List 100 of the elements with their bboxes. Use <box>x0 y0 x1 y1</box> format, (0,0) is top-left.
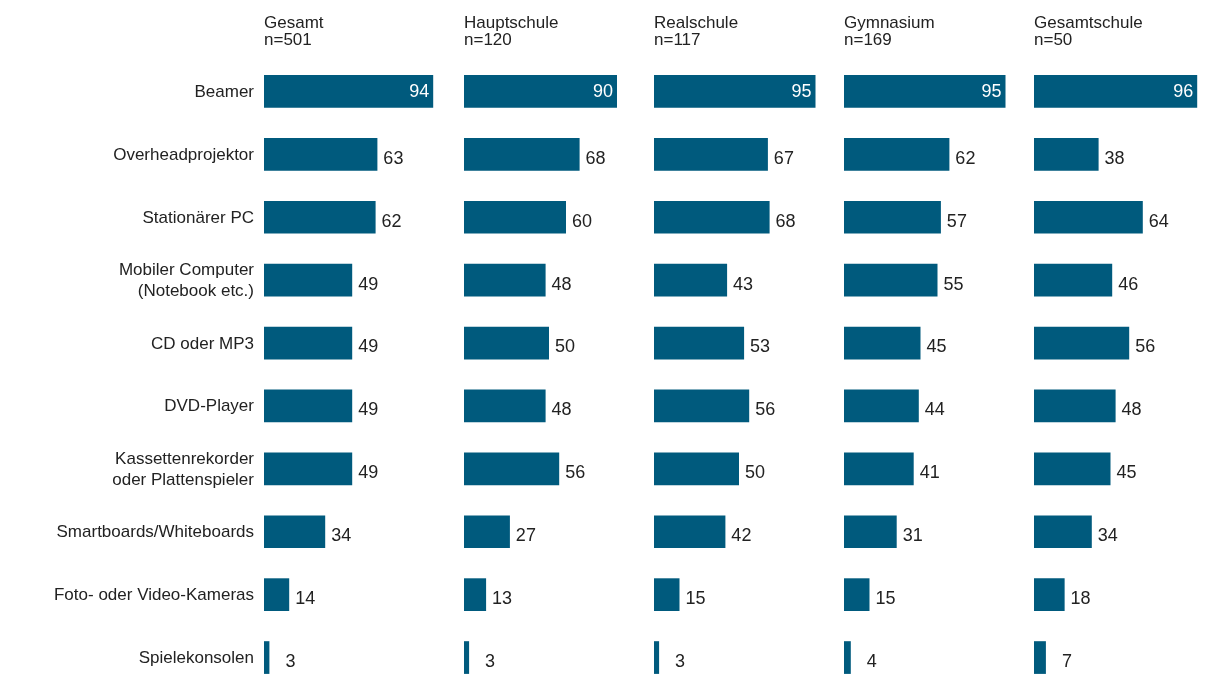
data-label: 68 <box>585 147 606 168</box>
y-tick-label: Beamer <box>194 81 255 101</box>
bar <box>654 200 770 234</box>
data-label: 45 <box>926 336 947 357</box>
data-label: 44 <box>924 399 945 420</box>
bar <box>844 138 950 171</box>
data-label: 14 <box>295 588 316 608</box>
bar <box>1034 263 1113 297</box>
data-label: 3 <box>675 650 686 671</box>
bar <box>264 75 434 108</box>
chart-title: Gesamtschule <box>1034 13 1143 32</box>
data-label: 15 <box>875 588 896 608</box>
bar <box>1034 138 1099 171</box>
data-label: 18 <box>1070 588 1091 608</box>
data-label: 62 <box>381 210 402 231</box>
data-label: 64 <box>1148 210 1169 231</box>
bar <box>844 75 1006 108</box>
y-tick-label: Foto- oder Video-Kameras <box>53 585 254 605</box>
bar <box>1034 515 1092 549</box>
data-label: 43 <box>733 273 754 294</box>
data-label: 95 <box>791 81 812 102</box>
y-tick-label: Kassettenrekorder oder Plattenspieler <box>112 448 255 489</box>
bar <box>844 389 919 423</box>
data-label: 49 <box>358 336 379 357</box>
data-label: 96 <box>1173 81 1194 102</box>
bar <box>1034 641 1046 674</box>
y-tick-label: Overheadprojektor <box>113 144 255 164</box>
bar <box>264 515 326 549</box>
data-label: 53 <box>750 336 771 357</box>
data-label: 15 <box>685 588 706 608</box>
data-label: 57 <box>946 210 967 231</box>
chart-title: Gesamt <box>264 13 324 32</box>
bar <box>264 263 353 297</box>
bar <box>654 389 750 423</box>
data-label: 68 <box>775 210 796 231</box>
data-label: 60 <box>571 210 592 231</box>
data-label: 3 <box>285 650 296 671</box>
data-label: 49 <box>358 273 379 294</box>
bar <box>654 578 680 611</box>
bar <box>264 389 353 423</box>
bar <box>844 515 897 549</box>
data-label: 34 <box>1097 525 1118 546</box>
data-label: 31 <box>902 525 923 546</box>
data-label: 13 <box>492 588 513 608</box>
data-label: 48 <box>551 273 572 294</box>
bar <box>654 641 660 674</box>
bar <box>844 452 914 486</box>
bar <box>464 641 470 674</box>
bar <box>464 326 549 360</box>
y-tick-label: Smartboards/Whiteboards <box>56 522 254 542</box>
data-label: 56 <box>565 462 586 483</box>
data-label: 38 <box>1104 147 1125 168</box>
bar <box>654 515 726 549</box>
bar <box>844 200 941 234</box>
bar <box>1034 389 1116 423</box>
bar <box>1034 578 1065 611</box>
bar <box>654 263 728 297</box>
data-label: 42 <box>731 525 752 546</box>
data-label: 27 <box>515 525 536 546</box>
bar <box>844 263 938 297</box>
chart-subtitle: n=169 <box>844 30 892 49</box>
bar <box>464 263 546 297</box>
bar <box>464 452 560 486</box>
bar <box>654 452 739 486</box>
data-label: 67 <box>773 147 794 168</box>
chart-subtitle: n=117 <box>654 30 701 49</box>
data-label: 63 <box>383 147 404 168</box>
bar <box>264 578 290 611</box>
data-label: 94 <box>409 81 430 102</box>
data-label: 34 <box>331 525 352 546</box>
data-label: 49 <box>358 462 379 483</box>
y-tick-label: Spielekonsolen <box>138 648 254 668</box>
data-label: 49 <box>358 399 379 420</box>
bar <box>1034 452 1111 486</box>
bar <box>464 515 510 549</box>
bar <box>464 138 580 171</box>
bar <box>264 641 270 674</box>
bar <box>654 138 768 171</box>
data-label: 50 <box>744 462 765 483</box>
data-label: 90 <box>592 81 613 102</box>
data-label: 48 <box>1121 399 1142 420</box>
data-label: 46 <box>1118 273 1139 294</box>
bar <box>654 75 816 108</box>
bar <box>1034 75 1198 108</box>
bar <box>844 326 921 360</box>
bar <box>654 326 745 360</box>
bar <box>264 326 353 360</box>
chart-subtitle: n=501 <box>264 30 312 49</box>
data-label: 4 <box>866 650 877 671</box>
y-tick-label: Stationärer PC <box>142 207 254 227</box>
bar <box>464 200 566 234</box>
data-label: 56 <box>755 399 776 420</box>
bar <box>844 578 870 611</box>
chart-title: Realschule <box>654 13 739 32</box>
y-tick-label: DVD-Player <box>164 396 255 416</box>
chart-subtitle: n=120 <box>464 30 512 49</box>
bar <box>1034 326 1130 360</box>
data-label: 55 <box>943 273 964 294</box>
y-tick-label: Mobiler Computer (Notebook etc.) <box>118 260 255 301</box>
bar <box>264 452 353 486</box>
